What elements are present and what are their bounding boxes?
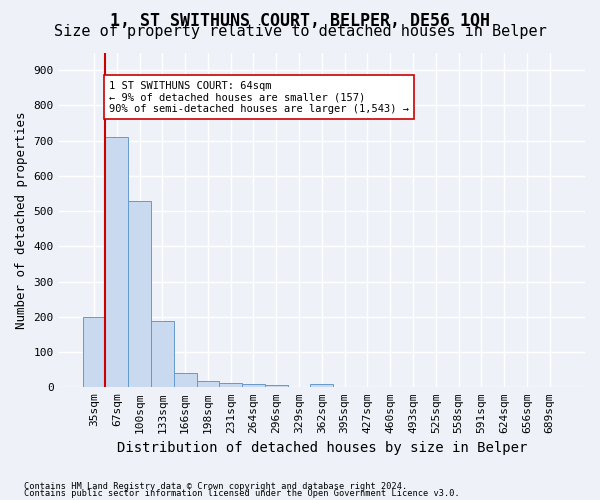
Bar bbox=[83, 317, 106, 388]
Bar bbox=[310, 384, 333, 388]
Bar bbox=[197, 382, 220, 388]
Text: 1, ST SWITHUNS COURT, BELPER, DE56 1QH: 1, ST SWITHUNS COURT, BELPER, DE56 1QH bbox=[110, 12, 490, 30]
Bar bbox=[106, 137, 128, 388]
Y-axis label: Number of detached properties: Number of detached properties bbox=[15, 111, 28, 328]
Bar bbox=[151, 322, 174, 388]
Bar bbox=[174, 372, 197, 388]
X-axis label: Distribution of detached houses by size in Belper: Distribution of detached houses by size … bbox=[116, 441, 527, 455]
Bar bbox=[265, 385, 287, 388]
Bar bbox=[128, 200, 151, 388]
Bar bbox=[242, 384, 265, 388]
Text: 1 ST SWITHUNS COURT: 64sqm
← 9% of detached houses are smaller (157)
90% of semi: 1 ST SWITHUNS COURT: 64sqm ← 9% of detac… bbox=[109, 80, 409, 114]
Bar bbox=[220, 382, 242, 388]
Text: Contains public sector information licensed under the Open Government Licence v3: Contains public sector information licen… bbox=[24, 489, 460, 498]
Text: Size of property relative to detached houses in Belper: Size of property relative to detached ho… bbox=[53, 24, 547, 39]
Text: Contains HM Land Registry data © Crown copyright and database right 2024.: Contains HM Land Registry data © Crown c… bbox=[24, 482, 407, 491]
